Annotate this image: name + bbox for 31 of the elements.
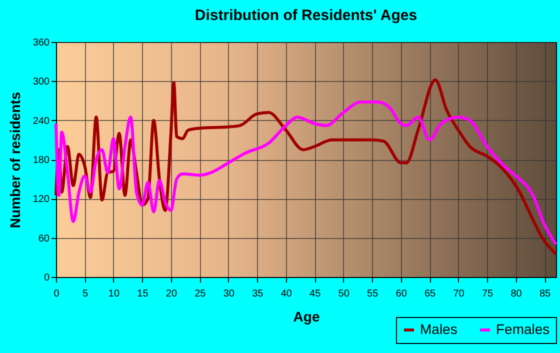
x-tick-label: 70 <box>453 288 465 300</box>
y-tick-label: 180 <box>32 155 50 166</box>
x-tick-label: 15 <box>137 288 149 300</box>
x-tick-label: 0 <box>54 288 60 300</box>
x-tick-label: 60 <box>396 288 408 300</box>
legend-label: Females <box>496 321 550 337</box>
legend-label: Males <box>420 321 458 337</box>
x-tick-label: 65 <box>424 288 436 300</box>
y-tick-label: 240 <box>32 116 50 127</box>
x-tick-label: 25 <box>194 288 206 300</box>
x-tick-label: 10 <box>108 288 120 300</box>
x-tick-label: 80 <box>510 288 522 300</box>
x-tick-label: 45 <box>310 288 322 300</box>
x-axis-title: Age <box>293 308 320 324</box>
x-tick-label: 5 <box>82 288 88 300</box>
x-tick-label: 50 <box>338 288 350 300</box>
x-tick-label: 75 <box>482 288 494 300</box>
y-tick-label: 300 <box>32 76 50 88</box>
y-tick-label: 60 <box>38 233 50 244</box>
x-tick-label: 40 <box>280 288 292 300</box>
x-tick-label: 85 <box>539 288 552 300</box>
x-tick-label: 30 <box>223 288 235 300</box>
line-series <box>54 100 558 246</box>
y-tick-label: 0 <box>44 272 50 284</box>
y-axis-title: Number of residents <box>6 92 23 228</box>
chart-title: Distribution of Residents' Ages <box>194 7 418 24</box>
x-tick-label: 55 <box>367 288 379 300</box>
x-tick-label: 20 <box>166 288 178 300</box>
y-tick-label: 360 <box>32 38 50 48</box>
x-tick-label: 35 <box>252 288 264 300</box>
y-tick-label: 120 <box>32 194 50 206</box>
